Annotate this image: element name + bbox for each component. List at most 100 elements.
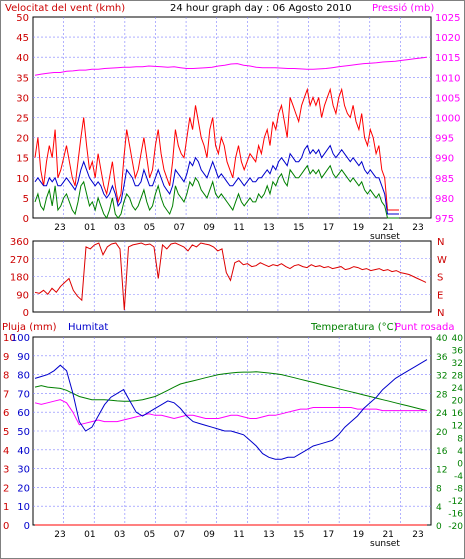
wind-direction-series (34, 242, 427, 311)
direction-axis-tick: 0 (23, 308, 29, 319)
inner-right-tick: 36 (436, 353, 448, 363)
wind-axis-tick: 10 (16, 174, 29, 185)
temperature-axis-tick: -12 (448, 497, 463, 507)
x-axis-tick: 13 (263, 223, 274, 233)
temperature-axis-ticks: -20 -16 -12 -8 -4 0 4 8 12 16 20 24 28 32 36 40 (448, 334, 463, 532)
direction-left-ticks: 0 90 180 270 360 (10, 237, 29, 319)
rain-axis-tick: 0 (3, 521, 9, 532)
humidity-axis-tick: 10 (17, 502, 30, 513)
header-wind-label: Velocitat del vent (kmh) (5, 3, 125, 14)
sunset-note-bottom: sunset (370, 539, 400, 549)
humidity-axis-ticks: 0 10 20 30 40 50 60 70 80 90 100 (11, 333, 30, 532)
legend-humidity: Humitat (68, 322, 108, 333)
pressure-axis-tick: 1005 (435, 93, 460, 104)
inner-right-axis-ticks: 0 4 8 12 16 20 24 28 32 36 40 (436, 334, 448, 532)
x-axis-tick: 03 (114, 530, 125, 540)
inner-right-tick: 16 (436, 447, 448, 457)
rain-axis-tick: 10 (3, 333, 16, 344)
humidity-panel-grid (33, 337, 431, 525)
x-axis-tick: 15 (293, 530, 304, 540)
temperature-series (34, 371, 428, 412)
wind-axis-tick: 20 (16, 134, 29, 145)
rain-axis-ticks: 0 1 2 3 4 5 6 7 8 9 10 (3, 333, 16, 532)
temperature-axis-tick: 20 (452, 397, 464, 407)
legend-rain: Pluja (mm) (2, 322, 57, 333)
temperature-axis-tick: -16 (448, 509, 463, 519)
temperature-axis-tick: 16 (452, 409, 464, 419)
humidity-series (34, 359, 428, 460)
inner-right-tick: 40 (436, 334, 448, 344)
humidity-axis-tick: 90 (17, 352, 30, 363)
rain-axis-tick: 2 (3, 483, 9, 494)
x-axis-tick: 21 (382, 223, 393, 233)
pressure-right-ticks: 975 980 985 990 995 1000 1005 1010 1015 1020 1025 (435, 13, 460, 225)
pressure-axis-tick: 1020 (435, 33, 460, 44)
compass-label: W (437, 255, 447, 266)
humidity-axis-tick: 80 (17, 371, 30, 382)
inner-right-tick: 4 (436, 503, 442, 513)
temperature-axis-tick: 32 (452, 359, 463, 369)
rain-axis-tick: 5 (3, 427, 9, 438)
compass-label: E (437, 290, 443, 301)
rain-axis-tick: 6 (3, 408, 9, 419)
x-axis-tick: 13 (263, 530, 274, 540)
x-axis-tick: 07 (174, 530, 185, 540)
humidity-axis-tick: 60 (17, 408, 30, 419)
x-axis-tick: 23 (412, 530, 423, 540)
temperature-axis-tick: 40 (452, 334, 464, 344)
rain-axis-tick: 1 (3, 502, 9, 513)
x-axis-tick: 05 (144, 223, 155, 233)
header-pressure-label: Pressió (mb) (372, 2, 434, 14)
compass-label: N (437, 308, 444, 319)
wind-axis-tick: 15 (16, 154, 29, 165)
dewpoint-series (34, 399, 427, 426)
wind-axis-tick: 5 (23, 194, 29, 205)
wind-axis-tick: 45 (16, 33, 29, 44)
x-axis-tick: 17 (323, 223, 334, 233)
x-axis-tick: 09 (203, 223, 215, 233)
direction-axis-tick: 90 (16, 290, 29, 301)
wind-axis-tick: 30 (16, 93, 29, 104)
direction-axis-tick: 270 (10, 255, 29, 266)
pressure-axis-tick: 985 (435, 174, 454, 185)
x-axis-tick: 19 (353, 223, 365, 233)
direction-axis-tick: 360 (10, 237, 29, 248)
pressure-axis-tick: 975 (435, 214, 454, 225)
compass-label: S (437, 273, 443, 284)
x-axis-tick: 23 (412, 223, 423, 233)
x-axis-tick: 11 (233, 530, 244, 540)
x-axis-tick: 07 (174, 223, 185, 233)
humidity-axis-tick: 20 (17, 483, 30, 494)
x-axis-tick: 09 (203, 530, 215, 540)
rain-axis-tick: 3 (3, 465, 9, 476)
inner-right-tick: 20 (436, 428, 448, 438)
humidity-x-ticks: 23 01 03 05 07 09 11 13 15 17 19 21 23 (54, 530, 423, 540)
wind-left-ticks: 0 5 10 15 20 25 30 35 40 45 50 (16, 13, 29, 225)
x-axis-tick: 17 (323, 530, 334, 540)
x-axis-tick: 01 (84, 223, 95, 233)
wind-axis-tick: 35 (16, 73, 29, 84)
pressure-axis-tick: 995 (435, 134, 454, 145)
temperature-axis-tick: 8 (457, 434, 463, 444)
x-axis-tick: 21 (382, 530, 393, 540)
pressure-axis-tick: 1015 (435, 53, 460, 64)
x-axis-tick: 15 (293, 223, 304, 233)
inner-right-tick: 28 (436, 390, 448, 400)
temperature-axis-tick: 24 (452, 384, 464, 394)
direction-axis-tick: 180 (10, 273, 29, 284)
x-axis-tick: 03 (114, 223, 125, 233)
humidity-axis-tick: 100 (11, 333, 30, 344)
compass-label: N (437, 237, 444, 248)
header-title: 24 hour graph day : 06 Agosto 2010 (170, 3, 352, 14)
humidity-axis-tick: 40 (17, 446, 30, 457)
wind-gust-series (34, 87, 399, 211)
legend-temperature: Temperatura (°C) (310, 322, 398, 333)
pressure-axis-tick: 1000 (435, 114, 460, 125)
x-axis-tick: 23 (54, 223, 65, 233)
inner-right-tick: 24 (436, 409, 448, 419)
pressure-axis-tick: 1010 (435, 73, 460, 84)
